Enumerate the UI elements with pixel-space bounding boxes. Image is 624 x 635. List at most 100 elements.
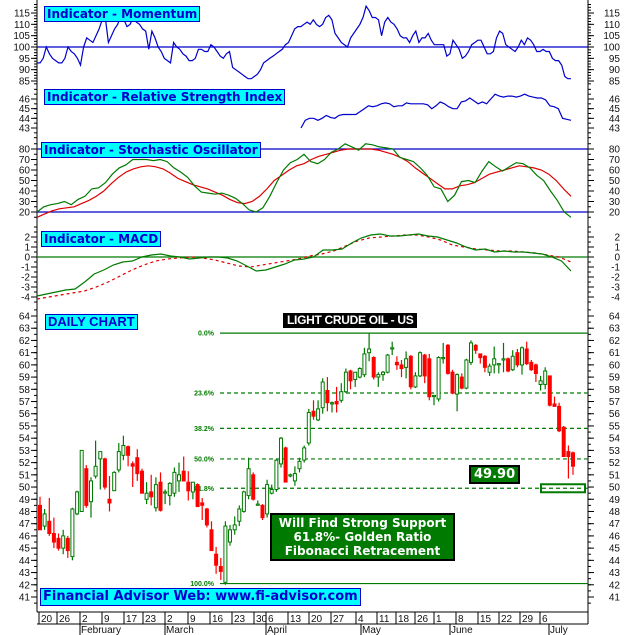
candle-bearish <box>186 481 191 492</box>
y-tick-label-left: 50 <box>19 483 31 494</box>
candle-bearish <box>566 451 571 458</box>
y-tick-label-left: 43 <box>19 124 31 135</box>
date-tick-label: 22 <box>501 614 513 625</box>
date-tick-label: 16 <box>212 614 224 625</box>
y-tick-label-right: 55 <box>609 421 621 432</box>
candle-bearish <box>325 390 330 404</box>
y-tick-label-left: 57 <box>19 397 31 408</box>
y-tick-label-right: 53 <box>609 446 621 457</box>
y-tick-label-left: 45 <box>19 104 31 115</box>
y-tick-label-left: 46 <box>19 95 31 106</box>
stochastic-d-line <box>36 148 572 218</box>
candle-bullish <box>89 480 93 503</box>
date-tick-label: 6 <box>542 614 548 625</box>
y-tick-label-left: 60 <box>19 360 31 371</box>
date-tick-label: 26 <box>417 614 429 625</box>
candle-bullish <box>520 347 524 366</box>
y-tick-label-right: 48 <box>609 507 621 518</box>
candle-bearish <box>140 470 144 494</box>
candle-bullish <box>265 484 270 515</box>
candle-bullish <box>404 358 409 368</box>
y-tick-label-right: -2 <box>611 273 620 284</box>
candle-bullish <box>320 381 325 409</box>
y-tick-label-left: 110 <box>14 20 30 31</box>
candle-bearish <box>107 498 112 504</box>
y-tick-label-left: 58 <box>19 385 31 396</box>
y-tick-label-right: -4 <box>611 293 620 304</box>
date-tick-label: 1 <box>436 614 442 625</box>
y-tick-label-left: 2 <box>24 233 30 244</box>
candle-bullish <box>367 348 372 354</box>
candle-bullish <box>177 474 181 482</box>
support-line-2: 61.8%- Golden Ratio <box>293 530 432 544</box>
candle-bullish <box>269 489 274 494</box>
candle-bullish <box>279 437 283 465</box>
y-tick-label-left: 80 <box>19 145 31 156</box>
daily-chart-label: DAILY CHART <box>45 314 138 330</box>
y-tick-label-right: 60 <box>609 166 621 177</box>
y-tick-label-left: 51 <box>19 470 31 481</box>
candle-bullish <box>538 380 543 385</box>
candle-bearish <box>214 553 219 566</box>
date-tick-label: 15 <box>480 614 492 625</box>
date-tick-label: 17 <box>126 614 138 625</box>
candle-bearish <box>427 358 432 398</box>
y-tick-label-right: 43 <box>609 124 621 135</box>
candle-bullish <box>228 529 232 543</box>
candle-bearish <box>218 566 223 572</box>
candle-bullish <box>436 357 441 400</box>
y-tick-label-right: -1 <box>611 263 620 274</box>
candle-bullish <box>98 451 103 460</box>
price-target-badge: 49.90 <box>469 465 521 484</box>
candle-bearish <box>473 344 478 351</box>
candle-bullish <box>172 471 177 494</box>
candle-bullish <box>339 391 344 401</box>
y-tick-label-left: 47 <box>19 519 31 530</box>
y-tick-label-left: 62 <box>19 336 31 347</box>
support-line-3: Fibonacci Retracement <box>284 544 441 558</box>
candle-bullish <box>353 371 358 381</box>
y-tick-label-right: 115 <box>604 9 620 20</box>
y-tick-label-right: 64 <box>609 312 621 323</box>
y-tick-label-left: 45 <box>19 544 31 555</box>
candle-bearish <box>204 508 209 526</box>
y-tick-label-left: 85 <box>19 77 31 88</box>
candle-bearish <box>515 352 520 366</box>
date-tick-label: 11 <box>379 614 390 625</box>
y-tick-label-right: 51 <box>609 470 621 481</box>
candle-bearish <box>47 520 52 534</box>
candle-bullish <box>223 525 228 583</box>
y-tick-label-right: 90 <box>609 65 621 76</box>
y-tick-label-left: 100 <box>13 43 30 54</box>
candle-bearish <box>84 468 89 506</box>
y-tick-label-right: 49 <box>609 495 621 506</box>
y-tick-label-right: 47 <box>609 519 621 530</box>
y-tick-label-left: 53 <box>19 446 31 457</box>
candle-bearish <box>371 357 376 378</box>
y-tick-label-left: 44 <box>19 114 31 125</box>
candle-bullish <box>246 468 251 497</box>
candle-bearish <box>450 371 455 394</box>
candle-bullish <box>487 365 492 373</box>
y-tick-label-right: -3 <box>611 283 620 294</box>
candle-bearish <box>506 358 511 372</box>
y-tick-label-right: 70 <box>609 155 621 166</box>
y-tick-label-left: 52 <box>19 458 31 469</box>
candle-bearish <box>348 370 353 382</box>
date-tick-label: 29 <box>522 614 534 625</box>
candle-bullish <box>330 402 334 405</box>
date-tick-label: 26 <box>59 614 71 625</box>
month-label: July <box>550 625 568 635</box>
website-banner[interactable]: Financial Advisor Web: www.fi-advisor.co… <box>40 588 361 606</box>
y-tick-label-left: 30 <box>19 197 31 208</box>
y-tick-label-right: 80 <box>609 145 621 156</box>
y-tick-label-right: 52 <box>609 458 621 469</box>
y-tick-label-right: 61 <box>609 348 621 359</box>
candle-bearish <box>529 361 534 371</box>
candle-bullish <box>385 354 390 373</box>
support-annotation: Will Find Strong Support 61.8%- Golden R… <box>270 513 455 561</box>
chart-title: LIGHT CRUDE OIL - US <box>283 313 418 328</box>
y-tick-label-left: -2 <box>21 273 30 284</box>
